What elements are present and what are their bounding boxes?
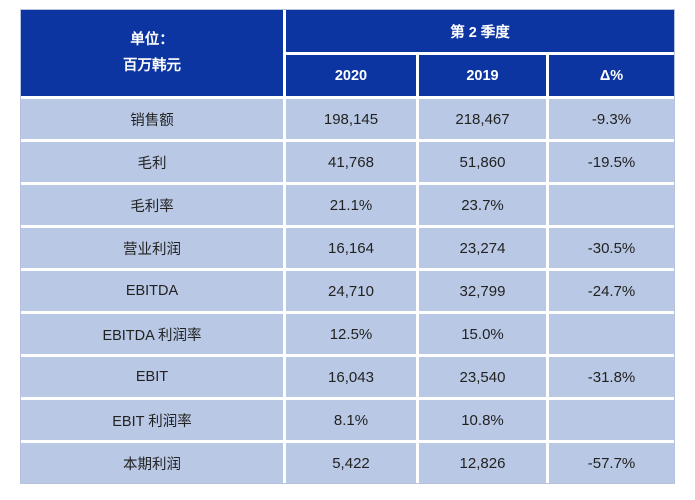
sales-2020: 198,145 [286, 99, 416, 139]
financial-summary-table: 单位： 百万韩元 第 2 季度 2020 2019 Δ% 销售额 198,145… [20, 9, 675, 484]
ebit-margin-2020: 8.1% [286, 400, 416, 440]
column-header-2019: 2019 [419, 55, 546, 96]
column-header-delta: Δ% [549, 55, 674, 96]
ebitda-delta: -24.7% [549, 271, 674, 311]
sales-2019: 218,467 [419, 99, 546, 139]
gross-margin-2019: 23.7% [419, 185, 546, 225]
unit-label-line1: 单位： [130, 32, 174, 48]
ebitda-margin-2019: 15.0% [419, 314, 546, 354]
row-label-ebit-margin: EBIT 利润率 [21, 400, 283, 440]
ebit-margin-2019: 10.8% [419, 400, 546, 440]
row-label-ebitda: EBITDA [21, 271, 283, 311]
ebitda-2020: 24,710 [286, 271, 416, 311]
gross-margin-2020: 21.1% [286, 185, 416, 225]
gross-profit-2019: 51,860 [419, 142, 546, 182]
operating-profit-2019: 23,274 [419, 228, 546, 268]
row-label-gross-margin: 毛利率 [21, 185, 283, 225]
ebit-2020: 16,043 [286, 357, 416, 397]
row-label-operating-profit: 营业利润 [21, 228, 283, 268]
ebitda-margin-delta [549, 314, 674, 354]
unit-header-cell: 单位： 百万韩元 [21, 10, 283, 96]
operating-profit-delta: -30.5% [549, 228, 674, 268]
gross-profit-delta: -19.5% [549, 142, 674, 182]
column-header-2020: 2020 [286, 55, 416, 96]
gross-margin-delta [549, 185, 674, 225]
row-label-ebitda-margin: EBITDA 利润率 [21, 314, 283, 354]
row-label-net-profit: 本期利润 [21, 443, 283, 483]
unit-label-line2: 百万韩元 [123, 58, 181, 74]
quarter-header-cell: 第 2 季度 [286, 10, 674, 52]
ebitda-margin-2020: 12.5% [286, 314, 416, 354]
ebit-margin-delta [549, 400, 674, 440]
net-profit-2020: 5,422 [286, 443, 416, 483]
gross-profit-2020: 41,768 [286, 142, 416, 182]
net-profit-delta: -57.7% [549, 443, 674, 483]
sales-delta: -9.3% [549, 99, 674, 139]
net-profit-2019: 12,826 [419, 443, 546, 483]
ebit-2019: 23,540 [419, 357, 546, 397]
row-label-ebit: EBIT [21, 357, 283, 397]
ebitda-2019: 32,799 [419, 271, 546, 311]
row-label-gross-profit: 毛利 [21, 142, 283, 182]
operating-profit-2020: 16,164 [286, 228, 416, 268]
ebit-delta: -31.8% [549, 357, 674, 397]
row-label-sales: 销售额 [21, 99, 283, 139]
